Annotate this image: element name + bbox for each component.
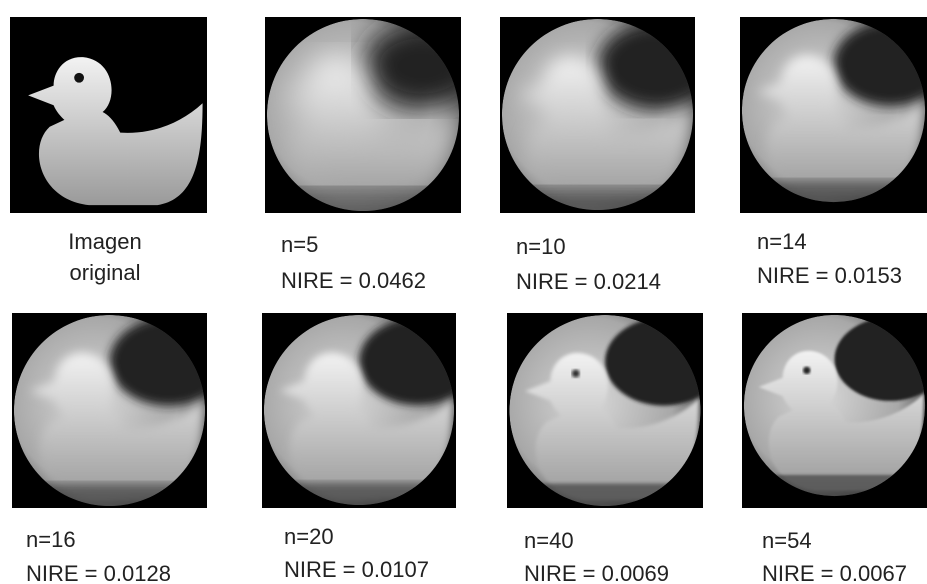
panel: Imagen original (10, 17, 207, 285)
caption: NIRE = 0.0153 (757, 263, 902, 288)
caption: NIRE = 0.0069 (524, 561, 669, 584)
caption: n=10 (516, 234, 566, 259)
panel: n=5 NIRE = 0.0462 (265, 17, 481, 293)
caption: NIRE = 0.0128 (26, 561, 171, 584)
caption: n=14 (757, 229, 807, 254)
duck-eye (803, 367, 810, 374)
panel: n=10 NIRE = 0.0214 (500, 17, 715, 294)
caption: NIRE = 0.0107 (284, 557, 429, 582)
panel: n=40 NIRE = 0.0069 (507, 313, 722, 584)
panel: n=20 NIRE = 0.0107 (262, 313, 475, 582)
caption: NIRE = 0.0067 (762, 561, 907, 584)
caption: Imagen (68, 229, 141, 254)
panel: n=14 NIRE = 0.0153 (740, 17, 927, 288)
caption: n=20 (284, 524, 334, 549)
page: Imagen original n=5 NIRE = 0.0462 n=10 NIRE =… (0, 0, 927, 584)
caption: original (70, 260, 141, 285)
caption: n=5 (281, 232, 318, 257)
panel: n=16 NIRE = 0.0128 (12, 313, 227, 584)
caption: n=54 (762, 528, 812, 553)
caption: NIRE = 0.0214 (516, 269, 661, 294)
caption: n=40 (524, 528, 574, 553)
caption: n=16 (26, 527, 76, 552)
panel: n=54 NIRE = 0.0067 (742, 313, 927, 584)
duck-eye (572, 370, 580, 378)
figure: Imagen original n=5 NIRE = 0.0462 n=10 NIRE =… (0, 0, 927, 584)
duck-eye (74, 73, 84, 83)
caption: NIRE = 0.0462 (281, 268, 426, 293)
